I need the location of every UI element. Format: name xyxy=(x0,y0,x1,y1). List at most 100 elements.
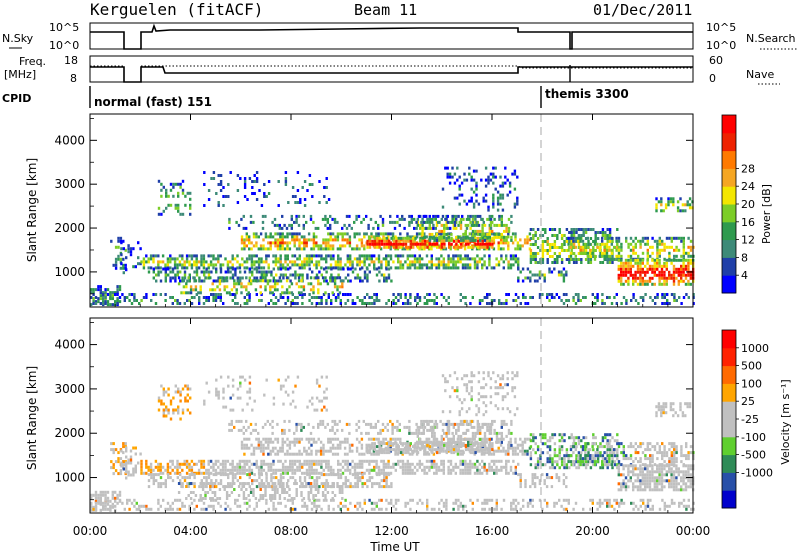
range-cell xyxy=(250,462,254,466)
range-cell xyxy=(446,214,449,218)
range-cell xyxy=(307,494,310,497)
range-cell xyxy=(443,245,446,249)
range-cell xyxy=(310,238,313,242)
range-cell xyxy=(298,462,301,466)
range-cell xyxy=(397,498,400,502)
range-cell xyxy=(639,258,642,262)
range-cell xyxy=(305,254,309,258)
range-cell xyxy=(639,261,642,265)
range-cell xyxy=(349,471,352,475)
range-cell xyxy=(112,466,115,470)
range-cell xyxy=(443,239,446,243)
range-cell xyxy=(486,245,489,249)
range-cell xyxy=(688,206,692,210)
range-cell xyxy=(529,296,532,299)
range-cell xyxy=(601,254,604,258)
range-cell xyxy=(130,302,134,305)
range-cell xyxy=(209,459,213,463)
range-cell xyxy=(484,184,488,188)
range-cell xyxy=(203,273,206,277)
range-cell xyxy=(475,193,478,197)
range-cell xyxy=(396,214,399,218)
range-cell xyxy=(572,234,576,237)
range-cell xyxy=(565,293,568,296)
range-cell xyxy=(324,291,327,295)
range-cell xyxy=(169,276,172,280)
range-cell xyxy=(404,242,408,246)
range-cell xyxy=(475,169,478,173)
range-cell xyxy=(271,488,274,491)
range-cell xyxy=(351,302,354,305)
range-cell xyxy=(281,263,285,267)
range-cell xyxy=(183,266,186,270)
range-cell xyxy=(222,302,225,305)
range-cell xyxy=(579,236,582,240)
range-cell xyxy=(314,485,318,488)
range-cell xyxy=(99,297,102,301)
range-cell xyxy=(176,266,179,270)
range-cell xyxy=(186,191,189,195)
range-cell xyxy=(313,498,316,502)
range-cell xyxy=(164,276,167,280)
range-cell xyxy=(279,468,282,472)
range-cell xyxy=(243,270,247,274)
range-cell xyxy=(449,247,452,251)
range-cell xyxy=(179,185,182,189)
range-cell xyxy=(341,235,344,239)
range-cell xyxy=(129,473,133,477)
range-cell xyxy=(471,257,474,261)
range-cell xyxy=(167,473,170,477)
range-cell xyxy=(289,266,292,270)
range-cell xyxy=(227,270,230,274)
range-cell xyxy=(295,214,298,218)
range-cell xyxy=(375,273,379,277)
range-cell xyxy=(99,302,102,305)
range-cell xyxy=(110,442,113,446)
range-cell xyxy=(505,302,508,305)
range-cell xyxy=(183,260,186,264)
range-cell xyxy=(225,497,229,500)
range-cell xyxy=(132,470,135,474)
range-cell xyxy=(498,232,501,236)
range-cell xyxy=(687,267,690,271)
range-cell xyxy=(327,504,330,508)
range-cell xyxy=(555,293,558,296)
range-cell xyxy=(173,260,177,264)
range-cell xyxy=(371,482,374,486)
range-cell xyxy=(491,245,494,249)
range-cell xyxy=(445,263,448,267)
colorbar-segment xyxy=(722,115,736,134)
range-cell xyxy=(406,302,410,305)
range-cell xyxy=(284,254,287,258)
range-cell xyxy=(255,254,258,258)
range-cell xyxy=(475,184,478,188)
range-cell xyxy=(257,465,261,469)
range-cell xyxy=(185,285,188,289)
range-cell xyxy=(265,473,268,477)
range-cell xyxy=(152,260,155,264)
range-cell xyxy=(236,462,239,466)
range-cell xyxy=(267,247,270,251)
range-cell xyxy=(620,276,623,280)
range-cell xyxy=(632,239,635,243)
range-cell xyxy=(686,203,689,207)
range-cell xyxy=(380,459,383,463)
range-cell xyxy=(608,231,612,234)
range-cell xyxy=(682,504,686,508)
range-cell xyxy=(332,468,335,472)
range-cell xyxy=(116,493,119,497)
range-cell xyxy=(514,498,518,502)
range-cell xyxy=(474,214,477,218)
range-cell xyxy=(687,282,690,286)
range-cell xyxy=(226,468,230,472)
range-cell xyxy=(271,440,275,444)
range-cell xyxy=(553,252,557,255)
range-cell xyxy=(464,266,467,270)
range-cell xyxy=(505,238,508,242)
range-cell xyxy=(389,214,392,218)
range-cell xyxy=(166,501,170,505)
range-cell xyxy=(245,276,248,280)
range-cell xyxy=(490,452,493,456)
range-cell xyxy=(382,465,385,469)
range-cell xyxy=(164,270,167,274)
